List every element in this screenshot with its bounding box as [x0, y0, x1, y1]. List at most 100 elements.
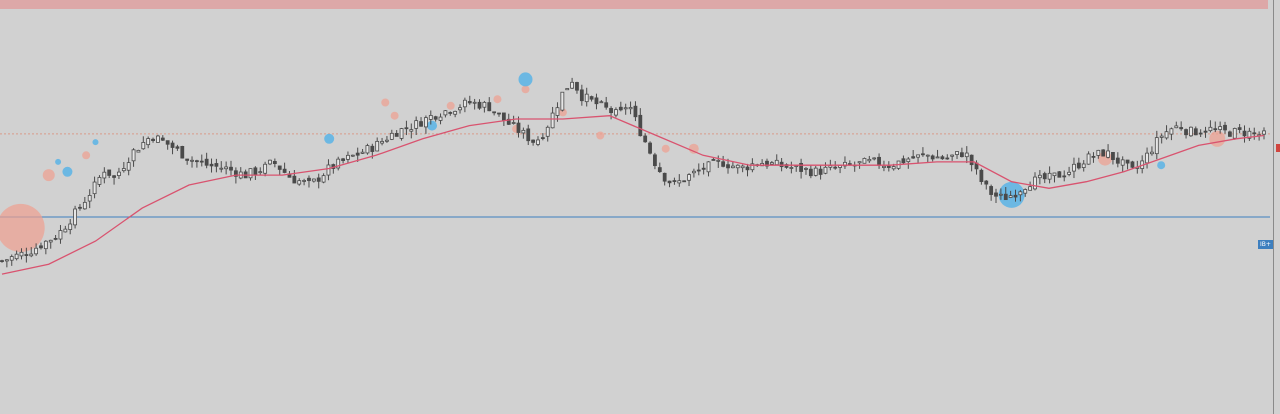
- candle: [1218, 121, 1223, 134]
- candle: [307, 175, 311, 188]
- pink-bubble: [596, 131, 605, 140]
- candle-body-down: [930, 155, 935, 160]
- candle-body-down: [1115, 157, 1120, 164]
- candle: [73, 205, 77, 229]
- candle-body-up: [414, 120, 419, 129]
- candle-body-down: [214, 163, 219, 167]
- candle: [380, 137, 384, 146]
- candle-body-up: [385, 139, 389, 142]
- candle: [667, 180, 672, 188]
- candle: [360, 148, 365, 155]
- candle: [131, 148, 136, 167]
- pink-bubble: [493, 95, 502, 104]
- candle-body-up: [19, 251, 24, 257]
- candle-body-up: [692, 170, 696, 174]
- candle-body-down: [989, 186, 994, 195]
- candle-body-up: [706, 161, 711, 173]
- candle: [311, 178, 316, 183]
- candle-body-down: [1223, 124, 1227, 131]
- candle-body-up: [804, 168, 808, 170]
- candle: [1164, 125, 1169, 140]
- candle: [48, 239, 53, 249]
- candle-body-down: [151, 138, 155, 141]
- candle-body-up: [360, 151, 365, 154]
- candle: [1091, 152, 1096, 163]
- candle-body-up: [1232, 128, 1237, 139]
- candle: [545, 125, 550, 142]
- candle-body-up: [677, 180, 682, 184]
- candle-body-up: [409, 129, 414, 132]
- candle-body-down: [721, 161, 726, 167]
- candle-body-up: [326, 164, 331, 176]
- candle-body-down: [1013, 194, 1018, 198]
- candle-body-down: [277, 165, 282, 170]
- candle-body-down: [667, 180, 672, 184]
- candle-body-down: [779, 161, 784, 168]
- price-scale[interactable]: [1270, 0, 1280, 414]
- candle: [170, 140, 175, 155]
- candle: [1072, 157, 1076, 179]
- candle-body-down: [404, 127, 409, 130]
- candle-body-down: [199, 160, 204, 163]
- candle: [818, 164, 823, 180]
- candle: [316, 173, 321, 189]
- candle-body-up: [1120, 159, 1125, 166]
- candle: [341, 157, 345, 164]
- candle-body-down: [316, 177, 321, 182]
- candle-body-down: [1062, 175, 1067, 178]
- candle: [925, 154, 930, 163]
- candle-body-down: [877, 156, 881, 166]
- candle-body-up: [1072, 163, 1076, 172]
- blue-bubble: [427, 120, 438, 131]
- candle-body-up: [916, 154, 920, 158]
- candle-body-up: [1106, 150, 1110, 158]
- candle: [482, 100, 487, 113]
- candle-body-up: [1159, 135, 1164, 138]
- candle-body-down: [0, 260, 4, 262]
- candle: [804, 167, 808, 175]
- candle: [950, 154, 955, 161]
- candle: [78, 204, 82, 211]
- candle: [979, 168, 984, 185]
- candle: [735, 164, 740, 174]
- candle: [1013, 189, 1018, 202]
- candle: [497, 112, 501, 117]
- candle: [458, 104, 462, 114]
- candle-body-down: [209, 163, 214, 167]
- candle-body-down: [1130, 161, 1135, 168]
- candle-body-down: [959, 152, 964, 158]
- candle: [560, 91, 565, 112]
- candle: [14, 250, 19, 261]
- candle-body-down: [540, 137, 545, 139]
- candle-body-up: [925, 154, 930, 157]
- candle: [1008, 190, 1013, 199]
- candle: [175, 144, 180, 151]
- candle: [268, 159, 272, 166]
- candle: [1174, 121, 1179, 129]
- ib-marker-tag[interactable]: IB+: [1258, 240, 1273, 249]
- candle: [643, 133, 648, 143]
- candle: [1003, 187, 1008, 201]
- candle: [584, 87, 589, 107]
- candle-body-down: [648, 142, 652, 154]
- candle: [350, 154, 355, 157]
- candle-body-down: [604, 102, 609, 108]
- pink-bubble: [381, 98, 390, 107]
- candle-body-down: [229, 166, 233, 171]
- pink-bubble: [688, 143, 699, 154]
- candle: [838, 164, 842, 174]
- candle: [385, 136, 389, 143]
- candle: [516, 116, 521, 138]
- pink-bubble: [42, 169, 55, 182]
- candle: [277, 165, 282, 175]
- blue-bubble: [518, 72, 533, 87]
- candle-body-up: [29, 253, 34, 257]
- candle: [1037, 170, 1042, 185]
- candle: [789, 161, 794, 174]
- candle-body-down: [994, 192, 998, 197]
- candle: [730, 161, 735, 169]
- candle-body-down: [170, 142, 175, 148]
- candle-body-up: [536, 139, 540, 145]
- candle-body-up: [882, 165, 886, 168]
